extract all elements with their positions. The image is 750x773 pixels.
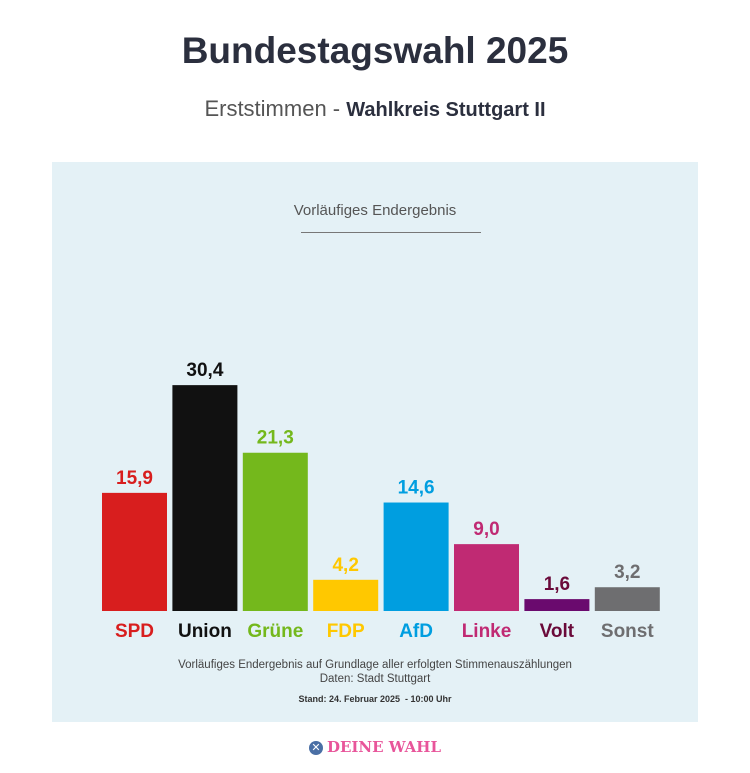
page-title: Bundestagswahl 2025 <box>181 30 569 71</box>
bar-union <box>172 385 238 611</box>
subtitle-constituency: Wahlkreis Stuttgart II <box>346 99 546 121</box>
bar-spd <box>102 492 167 611</box>
category-label: Grüne <box>247 621 303 642</box>
bar-chart: 15,9 SPD 30,4 Union 21,3 Grüne 4,2 FDP 14,6 AfD 9,… <box>102 360 660 642</box>
value-label: 14,6 <box>398 478 435 499</box>
bar-grüne <box>242 452 308 611</box>
value-label: 4,2 <box>332 555 358 576</box>
ballot-cross-icon: ✕ <box>308 741 323 755</box>
category-label: SPD <box>115 621 154 642</box>
footer-source: Daten: Stadt Stuttgart <box>319 673 431 685</box>
footer-stand: Stand: 24. Februar 2025 - 10:00 Uhr <box>298 694 452 704</box>
category-label: AfD <box>399 621 433 642</box>
bar-sonst <box>594 587 660 611</box>
value-label: 21,3 <box>257 428 294 449</box>
footer-note-text: Vorläufiges Endergebnis auf Grundlage al… <box>178 659 572 671</box>
footer-note: Vorläufiges Endergebnis auf Grundlage al… <box>52 658 698 686</box>
bar-volt <box>524 599 590 611</box>
value-label: 9,0 <box>473 519 499 540</box>
chart-title: Vorläufiges Endergebnis <box>293 202 457 219</box>
chart-panel: Vorläufiges Endergebnis 15,9 SPD 30,4 Union… <box>52 162 698 722</box>
value-label: 3,2 <box>614 562 640 583</box>
page-subtitle: Erststimmen - Wahlkreis Stuttgart II <box>0 96 750 122</box>
bar-afd <box>383 502 449 611</box>
category-label: Sonst <box>601 621 654 642</box>
category-label: FDP <box>327 621 365 642</box>
logo-text: DEINE WAHL <box>326 738 442 756</box>
value-label: 1,6 <box>544 574 570 595</box>
category-label: Linke <box>462 621 512 642</box>
category-label: Union <box>178 621 232 642</box>
bar-fdp <box>313 579 379 611</box>
title-divider <box>301 232 481 233</box>
value-label: 15,9 <box>116 468 153 489</box>
bar-linke <box>454 544 519 611</box>
logo: ✕ DEINE WAHL <box>0 738 750 756</box>
subtitle-prefix: Erststimmen - <box>204 96 341 121</box>
value-label: 30,4 <box>186 360 223 381</box>
category-label: Volt <box>540 621 575 642</box>
